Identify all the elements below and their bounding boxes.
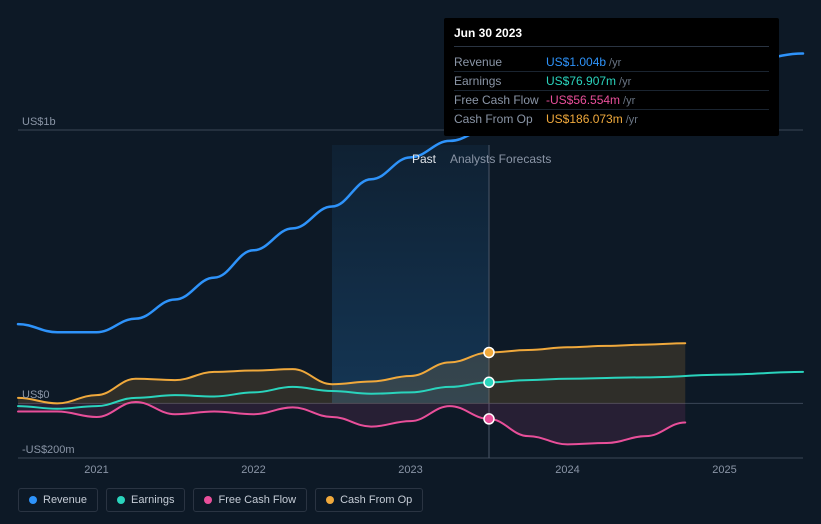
- legend-swatch: [117, 496, 125, 504]
- tooltip-row: EarningsUS$76.907m/yr: [454, 72, 769, 91]
- legend-label: Earnings: [131, 494, 174, 506]
- tooltip-metric-label: Earnings: [454, 74, 546, 88]
- x-axis-tick-label: 2025: [712, 464, 736, 476]
- y-axis-tick-label: -US$200m: [22, 444, 75, 456]
- tooltip-title: Jun 30 2023: [454, 26, 769, 47]
- legend-item-fcf[interactable]: Free Cash Flow: [193, 488, 307, 512]
- tooltip-row: Free Cash Flow-US$56.554m/yr: [454, 91, 769, 110]
- chart-tooltip: Jun 30 2023 RevenueUS$1.004b/yrEarningsU…: [444, 18, 779, 136]
- tooltip-row: RevenueUS$1.004b/yr: [454, 53, 769, 72]
- tooltip-metric-value: US$1.004b: [546, 55, 606, 69]
- tooltip-metric-label: Cash From Op: [454, 112, 546, 126]
- legend-item-revenue[interactable]: Revenue: [18, 488, 98, 512]
- legend-label: Cash From Op: [340, 494, 412, 506]
- x-axis-tick-label: 2024: [555, 464, 579, 476]
- financials-chart: US$1b US$0 -US$200m 2021 2022 2023 2024 2025 P…: [0, 0, 821, 524]
- section-label-forecast: Analysts Forecasts: [450, 152, 551, 166]
- tooltip-metric-unit: /yr: [619, 76, 631, 88]
- tooltip-metric-unit: /yr: [609, 57, 621, 69]
- tooltip-metric-unit: /yr: [626, 114, 638, 126]
- chart-legend: Revenue Earnings Free Cash Flow Cash From O…: [18, 488, 423, 512]
- x-axis-tick-label: 2023: [398, 464, 422, 476]
- legend-label: Revenue: [43, 494, 87, 506]
- tooltip-metric-unit: /yr: [623, 95, 635, 107]
- tooltip-metric-label: Revenue: [454, 55, 546, 69]
- tooltip-metric-label: Free Cash Flow: [454, 93, 546, 107]
- y-axis-tick-label: US$0: [22, 389, 50, 401]
- tooltip-metric-value: US$76.907m: [546, 74, 616, 88]
- legend-swatch: [326, 496, 334, 504]
- legend-swatch: [204, 496, 212, 504]
- x-axis-tick-label: 2021: [84, 464, 108, 476]
- tooltip-metric-value: -US$56.554m: [546, 93, 620, 107]
- legend-item-cfo[interactable]: Cash From Op: [315, 488, 423, 512]
- legend-label: Free Cash Flow: [218, 494, 296, 506]
- legend-item-earnings[interactable]: Earnings: [106, 488, 185, 512]
- y-axis-tick-label: US$1b: [22, 116, 56, 128]
- section-label-past: Past: [412, 152, 436, 166]
- tooltip-row: Cash From OpUS$186.073m/yr: [454, 110, 769, 128]
- legend-swatch: [29, 496, 37, 504]
- tooltip-metric-value: US$186.073m: [546, 112, 623, 126]
- x-axis-tick-label: 2022: [241, 464, 265, 476]
